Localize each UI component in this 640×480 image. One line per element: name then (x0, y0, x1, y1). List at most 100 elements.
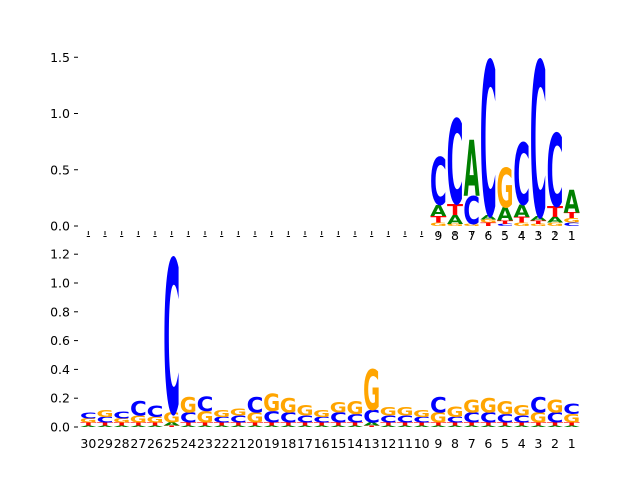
x-tick-label: 28 (114, 436, 130, 451)
y-tick-label: 0.2 (50, 391, 70, 406)
x-tick-label: 6 (484, 436, 492, 451)
logo-letter-c: C (530, 393, 547, 418)
x-tick-label: 2 (551, 436, 559, 451)
logo-letter-g: G (80, 417, 97, 424)
logo-letter-a: A (430, 425, 447, 427)
logo-letter-c: C (363, 406, 380, 427)
logo-letter-c: C (563, 222, 580, 227)
logo-letter-a: A (214, 425, 231, 427)
x-tick-label: - (103, 228, 108, 243)
logo-letter-t: T (497, 219, 514, 224)
x-tick-label: 18 (280, 436, 296, 451)
logo-letter-a: A (464, 425, 481, 427)
logo-letter-a: A (347, 425, 364, 427)
logo-letter-a: A (480, 214, 496, 221)
x-tick-label: - (253, 228, 258, 243)
logo-letter-c: C (213, 416, 230, 425)
logo-letter-a: A (547, 425, 564, 427)
x-tick-label: 5 (501, 228, 509, 243)
logo-letter-a: A (164, 422, 181, 427)
logo-letter-g: G (530, 223, 547, 227)
x-tick-label: 16 (314, 436, 330, 451)
logo-letter-a: A (97, 425, 114, 427)
x-tick-label: - (169, 228, 174, 243)
logo-letter-g: G (430, 411, 447, 427)
y-tick-label: 0.5 (50, 162, 70, 177)
logo-letter-a: A (114, 425, 131, 427)
x-tick-label: 4 (518, 228, 526, 243)
logo-letter-t: T (247, 422, 264, 427)
logo-letter-t: T (347, 422, 364, 427)
logo-letter-g: G (463, 223, 480, 227)
logo-letter-t: T (114, 422, 131, 427)
logo-letter-c: C (297, 414, 314, 425)
x-tick-label: 2 (551, 228, 559, 243)
logo-letter-c: C (313, 416, 330, 425)
logo-letter-t: T (147, 422, 164, 427)
logo-letter-c: C (480, 21, 497, 266)
logo-letter-a: A (564, 186, 581, 221)
logo-letter-t: T (530, 422, 547, 427)
logo-letter-t: T (130, 422, 147, 427)
x-tick-label: 7 (468, 436, 476, 451)
logo-letter-c: C (230, 414, 247, 425)
x-tick-label: - (236, 228, 241, 243)
logo-letter-t: T (414, 422, 431, 427)
logo-letter-g: G (546, 396, 563, 417)
logo-letter-c: C (563, 402, 580, 418)
logo-letter-c: C (480, 410, 497, 426)
logo-letter-g: G (213, 408, 230, 420)
logo-letter-t: T (564, 212, 580, 221)
logo-letter-a: A (447, 213, 464, 227)
logo-letter-g: G (346, 398, 363, 419)
logo-letter-c: C (547, 115, 564, 231)
x-tick-label: 3 (534, 228, 542, 243)
x-tick-label: 14 (347, 436, 363, 451)
x-tick-label: 4 (518, 436, 526, 451)
y-tick-label: 1.2 (50, 247, 70, 262)
logo-letter-a: A (564, 425, 581, 427)
logo-letter-t: T (397, 422, 414, 427)
logo-letter-c: C (147, 402, 164, 420)
logo-letter-a: A (264, 425, 281, 427)
y-tick-label: 1.0 (50, 276, 70, 291)
logo-letter-t: T (214, 422, 231, 427)
logo-letter-g: G (463, 396, 480, 417)
logo-letter-t: T (480, 222, 497, 227)
logo-letter-g: G (496, 157, 513, 220)
logo-letter-c: C (513, 414, 530, 425)
logo-letter-c: C (247, 393, 264, 418)
logo-letter-g: G (496, 398, 513, 419)
logo-letter-g: G (530, 411, 547, 427)
y-tick-label: 1.0 (50, 106, 70, 121)
x-tick-label: 24 (180, 436, 196, 451)
logo-letter-g: G (180, 393, 197, 419)
x-tick-label: - (419, 228, 424, 243)
logo-letter-t: T (180, 422, 197, 427)
y-tick-label: 0.8 (50, 304, 70, 319)
logo-letter-g: G (413, 408, 430, 420)
logo-letter-a: A (430, 202, 447, 220)
logo-letter-g: G (363, 358, 380, 423)
logo-letter-a: A (380, 425, 397, 427)
x-tick-label: 3 (534, 436, 542, 451)
x-tick-label: - (353, 228, 358, 243)
logo-letter-c: C (197, 394, 214, 417)
x-tick-label: 8 (451, 228, 459, 243)
logo-letter-g: G (296, 404, 313, 420)
logo-letter-g: G (113, 417, 130, 424)
logo-letter-t: T (530, 219, 547, 224)
logo-letter-a: A (530, 425, 547, 427)
logo-letter-g: G (563, 217, 580, 224)
logo-letter-c: C (380, 414, 397, 425)
logo-letter-a: A (480, 425, 497, 427)
logo-letter-g: G (380, 404, 397, 418)
logo-letter-c: C (163, 219, 180, 464)
x-tick-label: 23 (197, 436, 213, 451)
x-tick-label: 26 (147, 436, 163, 451)
logo-letter-g: G (146, 415, 163, 425)
logo-letter-c: C (413, 416, 430, 425)
x-tick-label: 19 (264, 436, 280, 451)
logo-letter-a: A (180, 425, 197, 427)
x-tick-label: 6 (484, 228, 492, 243)
